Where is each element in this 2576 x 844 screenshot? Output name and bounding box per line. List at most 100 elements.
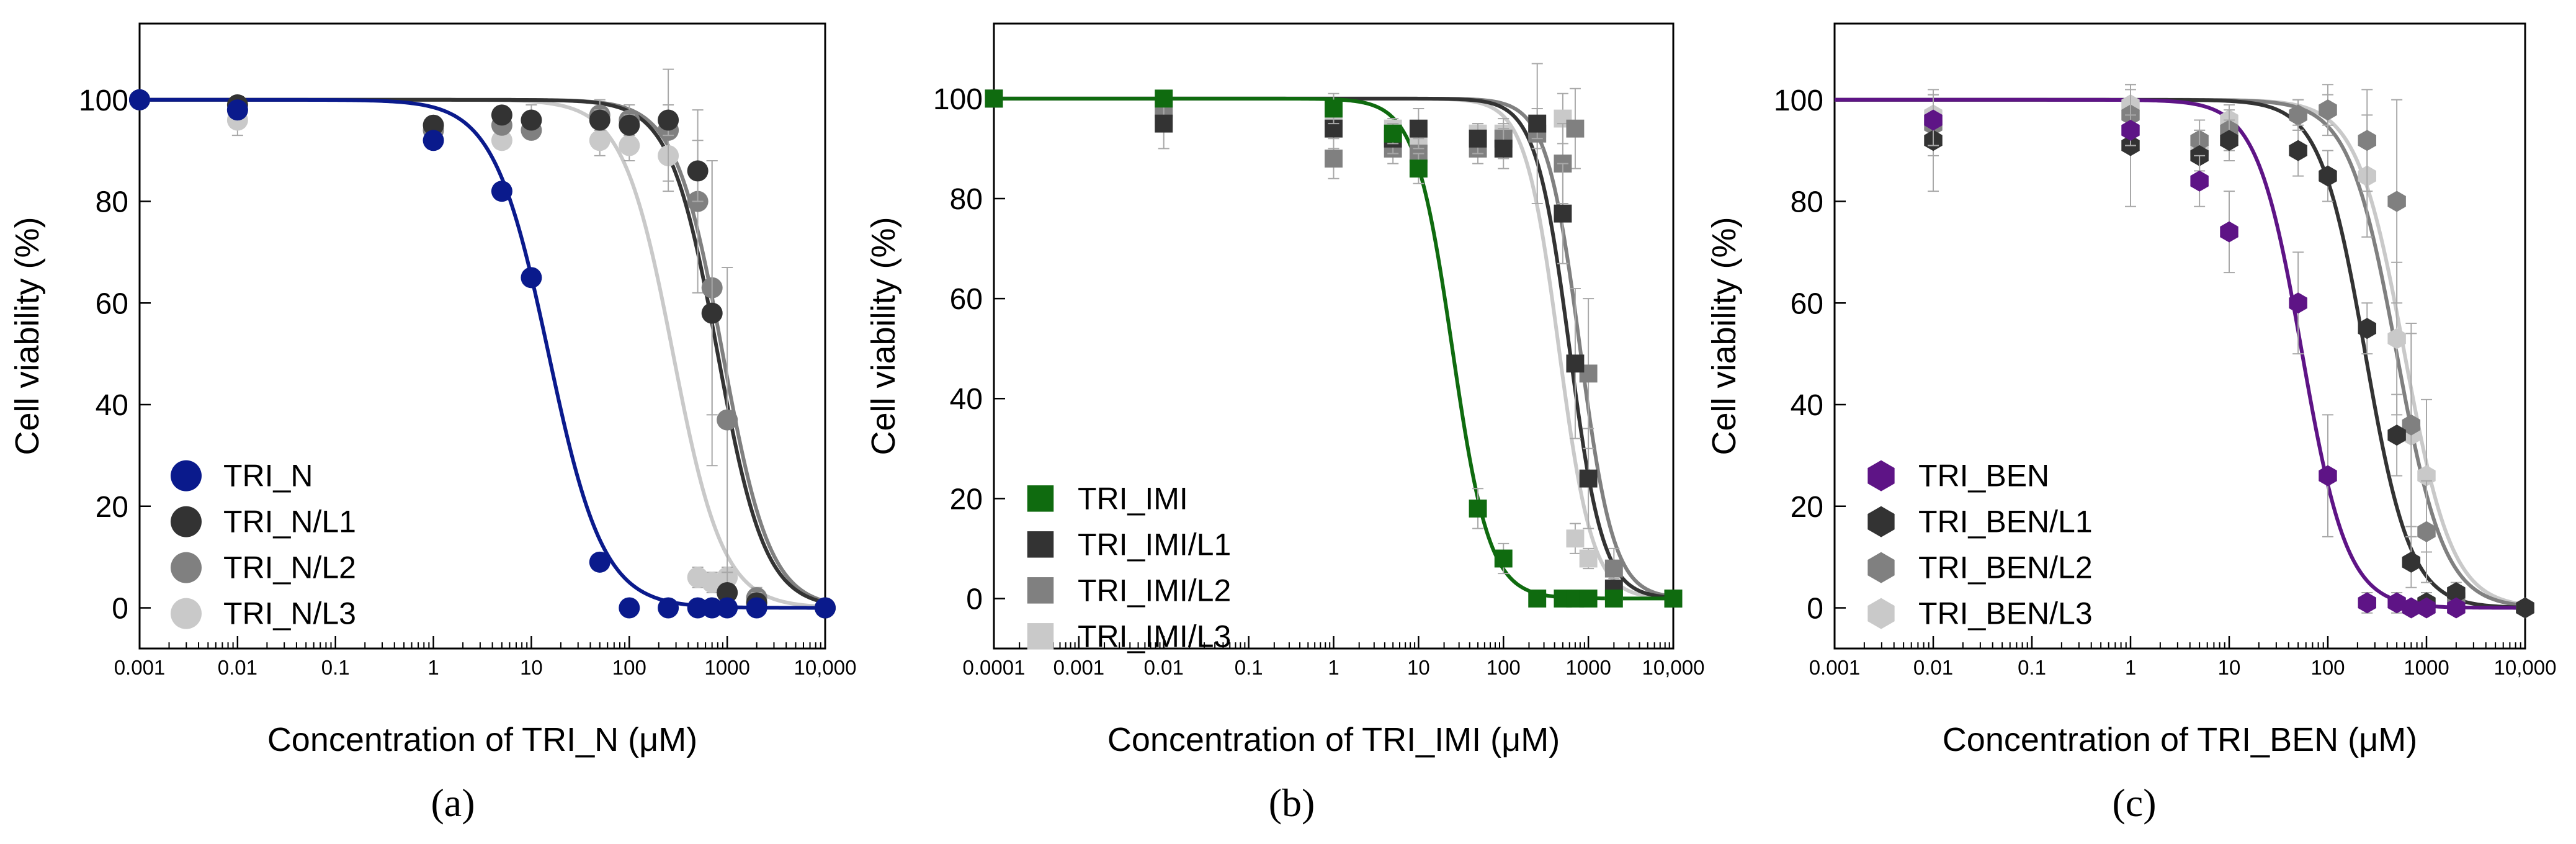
- legend-marker-tri-ben-l2: [1867, 552, 1895, 583]
- data-point: [717, 409, 738, 431]
- x-tick-label: 1000: [704, 656, 749, 679]
- y-tick-label: 100: [79, 84, 128, 117]
- data-point: [521, 267, 542, 289]
- data-point: [701, 597, 723, 619]
- panel-label: (c): [2112, 781, 2156, 825]
- data-point: [2447, 597, 2466, 619]
- chart-panel-2: 0.0001 0.001 0.01 0.1 1 10 100 1000 10,000 0 20 40 6…: [865, 22, 1705, 825]
- data-point: [226, 99, 248, 121]
- data-point: [2220, 221, 2238, 243]
- legend: TRI_BEN TRI_BEN/L1 TRI_BEN/L2 TRI_BEN/L3: [1867, 459, 2093, 631]
- data-point: [1554, 204, 1572, 223]
- x-tick-label: 1000: [1565, 656, 1611, 679]
- data-point: [2289, 292, 2307, 314]
- data-point: [717, 581, 738, 603]
- data-point: [1579, 549, 1598, 568]
- x-tick-label: 100: [2310, 656, 2345, 679]
- data-point: [129, 89, 150, 110]
- x-tick-label: 1000: [2404, 656, 2449, 679]
- data-point: [687, 160, 709, 182]
- panel-label: (a): [431, 781, 475, 825]
- data-point: [491, 130, 512, 151]
- y-tick-label: 0: [966, 583, 983, 616]
- data-point: [1155, 89, 1173, 108]
- data-point: [1566, 529, 1585, 548]
- data-point: [1469, 499, 1487, 518]
- legend-label-tri-n-l3: TRI_N/L3: [223, 596, 356, 631]
- data-point: [619, 135, 640, 156]
- y-tick-label: 40: [950, 383, 983, 416]
- y-tick-label: 80: [950, 183, 983, 216]
- data-point: [1494, 139, 1513, 158]
- legend: TRI_N TRI_N/L1 TRI_N/L2 TRI_N/L3: [171, 459, 356, 631]
- legend-label-tri-ben-l3: TRI_BEN/L3: [1918, 596, 2093, 631]
- legend-marker-tri-n-l2: [171, 552, 202, 583]
- y-axis-title: Cell viability (%): [9, 217, 46, 455]
- legend-label-tri-ben-l1: TRI_BEN/L1: [1918, 505, 2093, 539]
- data-point: [2220, 130, 2238, 151]
- chart-panel-3: 0.001 0.01 0.1 1 10 100 1000 10,000 0 20 40 60 80 100…: [1706, 22, 2556, 825]
- data-point: [2516, 597, 2534, 619]
- data-point: [1528, 114, 1547, 133]
- data-point: [1604, 589, 1623, 608]
- data-point: [2402, 414, 2421, 436]
- x-axis-title: Concentration of TRI_IMI (μM): [1107, 721, 1560, 758]
- data-point: [2387, 328, 2406, 349]
- legend-marker-tri-imi-l1: [1027, 531, 1054, 558]
- data-point: [589, 130, 610, 151]
- data-point: [589, 109, 610, 131]
- data-point: [1566, 119, 1585, 138]
- data-point: [1494, 549, 1513, 568]
- x-tick-label: 1: [427, 656, 439, 679]
- y-tick-label: 40: [96, 389, 128, 422]
- x-axis-title: Concentration of TRI_N (μM): [267, 721, 697, 758]
- data-point: [619, 114, 640, 136]
- legend: TRI_IMI TRI_IMI/L1 TRI_IMI/L2 TRI_IMI/L3: [1027, 481, 1231, 653]
- data-point: [1579, 589, 1598, 608]
- x-tick-label: 0.1: [2018, 656, 2046, 679]
- x-tick-label: 10,000: [794, 656, 857, 679]
- data-point: [2358, 318, 2376, 339]
- legend-label-tri-imi-l3: TRI_IMI/L3: [1078, 619, 1231, 653]
- data-point: [589, 551, 610, 573]
- data-point: [423, 130, 444, 151]
- x-tick-label: 0.01: [1913, 656, 1953, 679]
- legend-marker-tri-imi: [1027, 485, 1054, 512]
- data-point: [2417, 521, 2436, 542]
- x-tick-label: 10: [2218, 656, 2241, 679]
- data-point: [2387, 191, 2406, 212]
- data-point: [491, 181, 512, 202]
- data-point: [2319, 99, 2337, 121]
- data-point: [815, 597, 836, 619]
- x-tick-label: 1: [2125, 656, 2136, 679]
- x-tick-label: 0.001: [1809, 656, 1861, 679]
- x-tick-label: 10,000: [1642, 656, 1705, 679]
- data-point: [1924, 109, 1943, 131]
- x-tick-label: 0.1: [321, 656, 350, 679]
- series-tri-n: [129, 89, 836, 619]
- series-tri-ben: [1924, 94, 2466, 619]
- data-point: [701, 302, 723, 324]
- x-tick-label: 100: [612, 656, 646, 679]
- legend-label-tri-ben-l2: TRI_BEN/L2: [1918, 550, 2093, 585]
- data-point: [619, 597, 640, 619]
- data-point: [658, 109, 679, 131]
- y-axis-title: Cell viability (%): [865, 217, 902, 455]
- data-point: [1664, 589, 1683, 608]
- plot-frame: [1833, 22, 2526, 650]
- legend-marker-tri-n-l3: [171, 598, 202, 629]
- legend-marker-tri-ben: [1867, 460, 1895, 492]
- x-tick-label: 10: [1407, 656, 1430, 679]
- data-point: [2402, 597, 2421, 619]
- x-tick-label: 0.001: [114, 656, 166, 679]
- data-point: [2447, 581, 2466, 603]
- x-tick-label: 0.1: [1235, 656, 1263, 679]
- legend-marker-tri-imi-l2: [1027, 577, 1054, 604]
- legend-label-tri-ben: TRI_BEN: [1918, 459, 2049, 493]
- data-point: [2358, 592, 2376, 614]
- y-tick-label: 100: [1774, 84, 1823, 117]
- data-point: [1528, 589, 1547, 608]
- legend-label-tri-imi-l1: TRI_IMI/L1: [1078, 527, 1231, 562]
- y-tick-label: 100: [933, 83, 983, 116]
